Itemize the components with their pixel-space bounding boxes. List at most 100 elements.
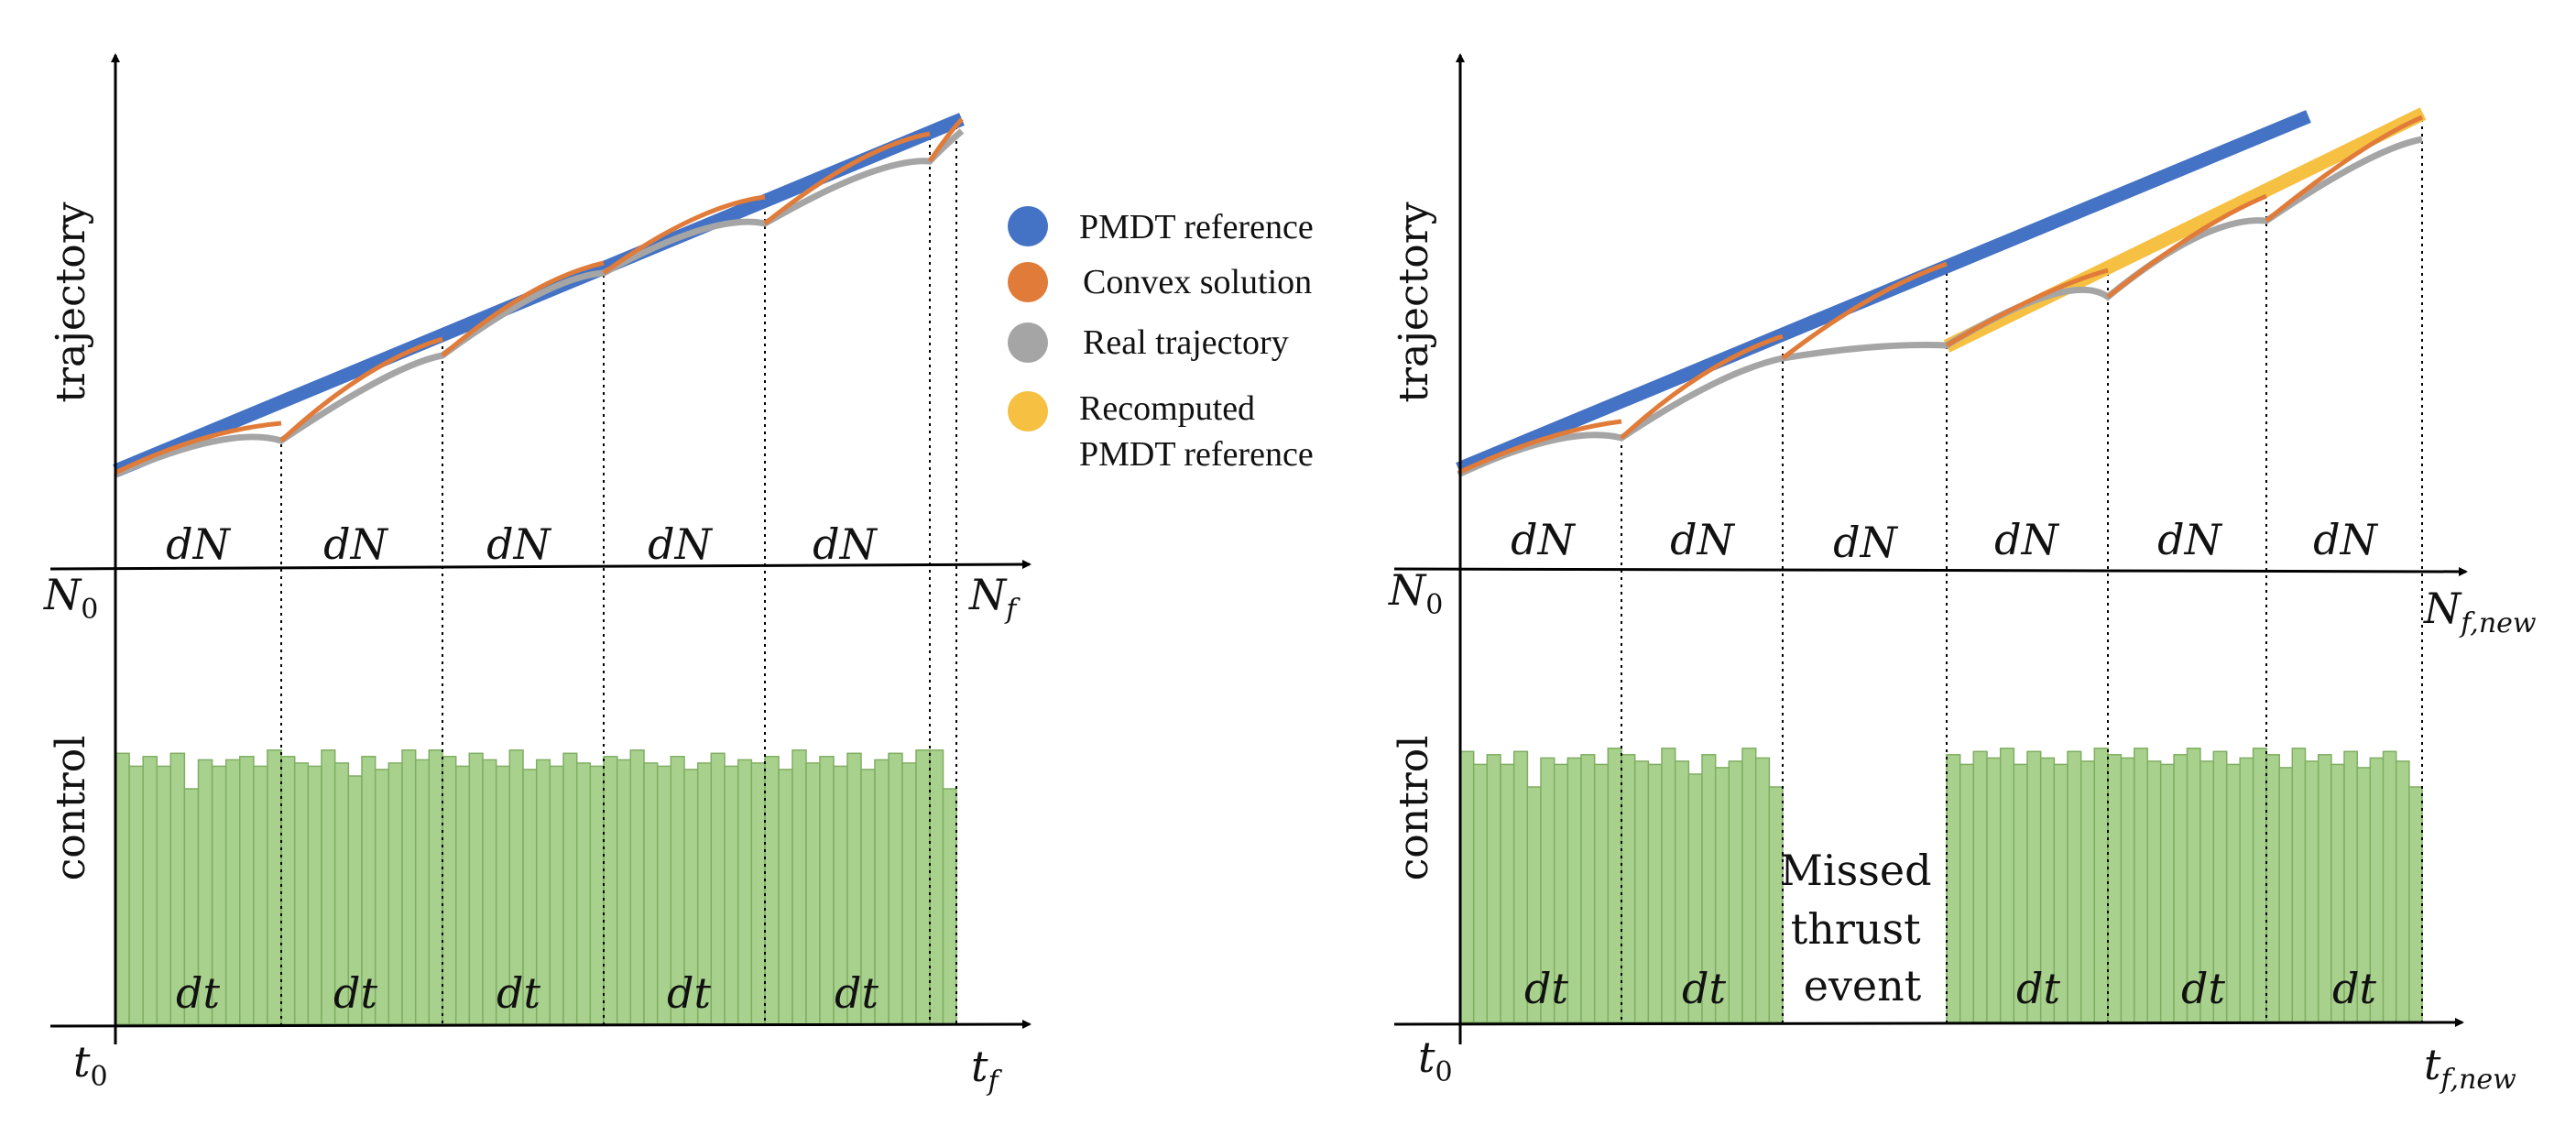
left-nf-label: Nf [968,570,1021,626]
right-dt-label-4: dt [2016,964,2060,1013]
legend-label-real-trajectory: Real trajectory [1083,323,1289,362]
right-control-bar-s6-b2 [2278,767,2294,1023]
left-control-bar-s5-b4 [805,762,821,1025]
right-control-bars [1459,748,2423,1023]
right-control-bar-s4-b5 [1999,748,2015,1023]
right-dn-label-6: dN [2313,515,2378,564]
right-control-bar-s2-b4 [1661,748,1676,1023]
right-control-bar-s1-b10 [1580,754,1596,1023]
right-control-bar-s2-b2 [1633,760,1650,1023]
left-dt-labels: dt dt dt dt dt [176,968,879,1018]
left-dt-label-5: dt [835,968,879,1018]
right-control-bar-s4-b2 [1959,763,1975,1023]
left-control-bar-s4-b1 [603,756,618,1025]
left-dt-label-4: dt [667,968,711,1018]
right-trajectory-axis-label: trajectory [1391,202,1437,402]
left-segment-dividers [280,119,957,1024]
right-control-bar-s5-b3 [2134,748,2148,1023]
right-control-bar-s5-b11 [2239,757,2254,1023]
left-dn-label-3: dN [486,519,551,569]
right-dn-labels: dN dN dN dN dN dN [1511,515,2378,567]
left-control-bar-s5-b1 [764,756,780,1025]
left-control-bar-s3-b11 [575,762,592,1025]
right-control-bar-s2-b10 [1741,748,1757,1023]
legend: PMDT reference Convex solution Real traj… [1008,206,1314,474]
right-n-axis [1393,566,2468,576]
right-panel: Missed thrust event trajectory control [1388,53,2537,1096]
right-t0-label: t0 [1418,1032,1453,1088]
right-control-bar-s6-b4 [2304,760,2319,1023]
left-control-bar-s5-b3 [791,749,807,1025]
left-dt-label-3: dt [497,968,540,1018]
right-control-bar-s6-b11 [2395,760,2410,1023]
right-dt-label-6: dt [2332,964,2376,1013]
left-control-bar-s3-b2 [454,765,471,1025]
right-convex-solution-line [1457,115,2423,475]
right-control-bar-s4-b3 [1972,750,1988,1023]
right-control-bar-s4-b11 [2079,760,2096,1023]
left-tf-label: tf [971,1042,1003,1098]
right-t-axis [1393,1018,2464,1028]
right-control-bar-s5-b12 [2252,748,2267,1023]
right-control-bar-s1-b4 [1500,763,1515,1023]
right-control-bar-s2-b11 [1754,757,1771,1023]
left-dn-label-2: dN [323,519,388,569]
left-control-bar-s3-b10 [562,752,578,1025]
legend-marker-real-trajectory [1008,322,1048,363]
left-control-bar-s1-b11 [253,765,268,1025]
right-nf-new-label: Nf,new [2423,584,2537,639]
left-control-bar-s3-b9 [549,765,564,1025]
left-control-bar-s4-b3 [629,749,645,1025]
left-dn-label-1: dN [166,519,231,569]
right-control-bar-s6-b12 [2408,786,2423,1023]
left-final-control-bar-s1-b2 [942,788,957,1025]
right-control-bar-s2-b3 [1647,763,1663,1023]
right-control-bar-s2-b9 [1728,760,1743,1023]
left-control-bar-s2-b1 [280,756,296,1025]
legend-label-convex-solution: Convex solution [1083,263,1312,301]
left-dt-label-2: dt [333,968,377,1018]
left-control-bar-s2-b2 [293,762,310,1025]
left-control-bar-s5-b5 [819,756,835,1025]
left-control-axis-label: control [48,736,94,881]
right-control-bar-s1-b1 [1459,750,1475,1023]
right-control-bar-s4-b10 [2067,750,2082,1023]
left-final-control-bar-s1-b1 [929,749,944,1025]
left-control-bar-s5-b2 [778,769,793,1025]
left-t-axis [49,1020,1031,1030]
right-control-bar-s1-b3 [1486,754,1501,1023]
right-control-bar-s1-b9 [1566,757,1582,1023]
left-dt-label-1: dt [176,968,220,1018]
right-dn-label-1: dN [1511,515,1576,564]
right-dn-label-3: dN [1833,518,1898,567]
left-control-bar-s4-b2 [616,759,632,1025]
right-segment-dividers [1621,119,2423,1022]
left-dn-labels: dN dN dN dN dN [166,519,878,569]
right-control-bar-s4-b1 [1946,754,1961,1023]
right-control-bar-s1-b12 [1607,748,1622,1023]
right-dn-label-2: dN [1670,515,1735,564]
right-control-bar-s1-b11 [1593,763,1610,1023]
right-control-bar-s5-b5 [2159,763,2175,1023]
left-n0-label: N0 [43,570,98,626]
missed-line-1: Missed [1780,846,1932,895]
right-control-bar-s5-b2 [2120,757,2135,1023]
left-control-bar-s1-b10 [239,756,255,1025]
legend-marker-convex-solution [1008,262,1048,302]
legend-label-pmdt-reference: PMDT reference [1079,208,1314,246]
left-control-bar-s3-b4 [482,759,497,1025]
left-real-trajectory-line [114,128,965,478]
right-dt-labels: dt dt dt dt dt [1524,964,2376,1013]
right-control-bar-s2-b12 [1768,786,1784,1023]
right-control-bar-s6-b3 [2291,748,2307,1023]
right-dt-label-1: dt [1524,964,1568,1013]
right-n0-label: N0 [1388,565,1443,621]
left-control-bar-s3-b1 [442,756,457,1025]
right-dt-label-5: dt [2181,964,2225,1013]
left-control-bar-s4-b9 [710,752,726,1025]
left-n-axis [49,560,1031,571]
left-control-bar-s1-b9 [224,759,241,1025]
right-control-bar-s6-b5 [2317,754,2332,1023]
right-dn-label-4: dN [1994,515,2059,564]
